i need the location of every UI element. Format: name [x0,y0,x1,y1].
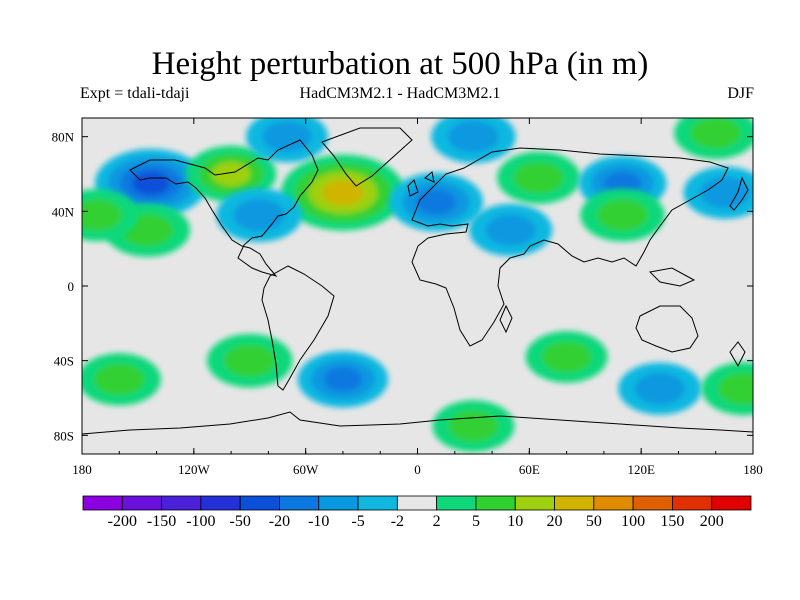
anomaly-blob [297,351,389,408]
anomaly-blob [206,333,293,388]
coastlines [82,127,753,435]
latitude-axis: 80N 40N 0 40S 80S [52,130,753,443]
anomaly-blob [469,203,553,257]
colorbar-swatch [121,495,162,511]
x-tick-label: 0 [414,462,421,477]
colorbar-label: -100 [186,513,215,530]
experiment-label: Expt = tdali-tdaji [80,85,190,102]
x-tick-label: 180 [72,462,92,477]
anomaly-contour [603,171,642,196]
colorbar-swatch [396,495,438,511]
anomaly-blob [185,145,277,203]
colorbar-swatch [239,495,280,511]
anomaly-blob [497,151,581,204]
colorbar-label: -150 [147,513,176,530]
anomaly-contour [448,120,499,153]
anomaly-blob [580,188,665,242]
longitude-axis: 180 120W 60W 0 60E 120E 180 [72,118,763,477]
colorbar-swatch [357,495,398,511]
y-tick-label: 40S [54,354,74,369]
anomaly-blob [432,400,515,452]
season-label: DJF [727,85,754,102]
y-tick-label: 80N [52,130,75,145]
anomaly-contour [690,118,741,149]
colorbar-swatch [82,495,123,511]
anomaly-contour [322,180,364,206]
colorbar-label: -50 [230,513,251,530]
anomaly-contour [597,199,648,231]
anomaly-contour [262,121,312,153]
colorbar-label: -20 [269,513,290,530]
y-tick-label: 80S [54,428,74,443]
anomaly-field [82,118,753,452]
anomaly-blob [389,172,484,232]
colorbar-swatch [279,495,320,511]
anomaly-contour [700,177,751,209]
colorbar-label: 150 [660,513,684,530]
colorbar: -200 -150 -100 -50 -20 -10 -5 -2 2 5 10 20 50 100 150 2… [82,495,752,530]
anomaly-contour [132,171,170,195]
colorbar-swatch [200,495,241,511]
colorbar-swatch [711,495,752,511]
anomaly-blob [701,362,753,416]
colorbar-swatch [514,495,555,511]
anomaly-blob [674,118,753,160]
colorbar-label: -200 [108,513,137,530]
colorbar-label: 100 [621,513,645,530]
anomaly-blob [525,331,608,383]
colorbar-swatch [554,495,595,511]
anomaly-contour [542,341,592,373]
colorbar-label: 50 [586,513,602,530]
anomaly-contour [415,189,457,215]
colorbar-swatch [161,495,202,511]
colorbar-label: 200 [700,513,724,530]
anomaly-contour [323,367,363,392]
y-tick-label: 0 [68,279,75,294]
colorbar-label: 5 [472,513,480,530]
colorbar-swatch [632,495,673,511]
x-tick-label: 60W [293,462,319,477]
x-tick-label: 120E [627,462,655,477]
anomaly-contour [448,410,499,442]
colorbar-swatch [593,495,634,511]
colorbar-swatch [436,495,477,511]
anomaly-contour [513,162,564,194]
anomaly-contour [224,344,276,377]
colorbar-label: 10 [507,513,523,530]
anomaly-contour [82,199,122,231]
anomaly-blob [683,166,753,219]
anomaly-blob [216,188,302,242]
anomaly-contour [718,372,753,405]
model-label: HadCM3M2.1 - HadCM3M2.1 [299,85,501,102]
colorbar-label: 20 [547,513,563,530]
colorbar-swatch [475,495,516,511]
x-tick-label: 120W [178,462,211,477]
x-tick-label: 180 [743,462,763,477]
colorbar-label: -5 [351,513,364,530]
anomaly-blob [82,353,161,406]
anomaly-blob [246,118,329,163]
anomaly-contour [634,373,685,405]
anomaly-contour [94,363,145,395]
colorbar-swatch [318,495,359,511]
colorbar-label: 2 [433,513,441,530]
anomaly-blob [82,188,139,242]
anomaly-contour [485,214,536,246]
map-title: Height perturbation at 500 hPa (in m) [151,46,649,82]
y-tick-label: 40N [52,204,75,219]
x-tick-label: 60E [519,462,540,477]
anomaly-blob [618,362,702,415]
colorbar-label: -10 [308,513,329,530]
colorbar-label: -2 [391,513,404,530]
anomaly-contour [233,198,285,232]
colorbar-swatch [672,495,713,511]
